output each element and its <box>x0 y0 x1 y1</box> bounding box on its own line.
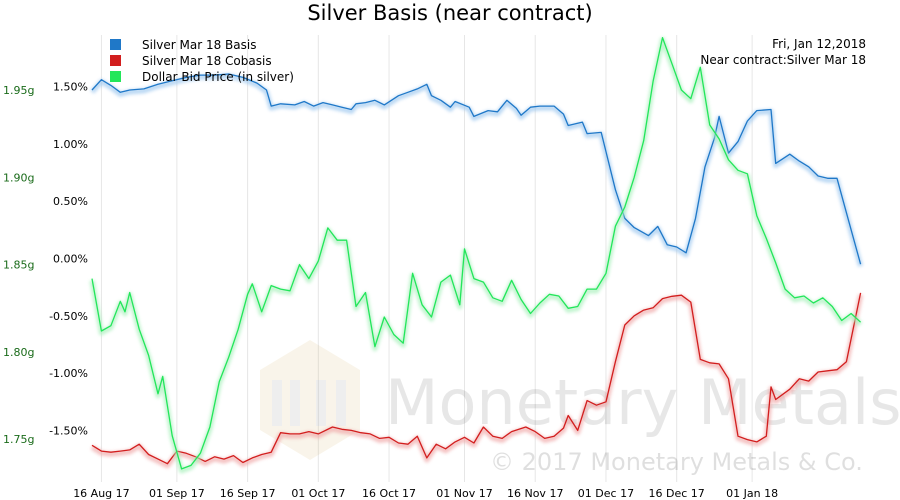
x-tick-label: 01 Jan 18 <box>726 487 778 500</box>
right-tick-label: -1.50% <box>49 424 88 437</box>
dollar-bid-price-in-silver-line <box>91 36 862 470</box>
watermark: Monetary Metals © 2017 Monetary Metals &… <box>260 340 900 476</box>
right-tick-label: 1.00% <box>53 138 88 151</box>
watermark-copyright: © 2017 Monetary Metals & Co. <box>490 448 863 476</box>
info-contract: Near contract:Silver Mar 18 <box>700 53 866 67</box>
x-tick-label: 01 Oct 17 <box>291 487 345 500</box>
legend-swatch <box>110 71 121 82</box>
x-tick-label: 16 Nov 17 <box>507 487 563 500</box>
legend-swatch <box>110 39 121 50</box>
info-date: Fri, Jan 12,2018 <box>772 37 866 51</box>
left-tick-label: 1.85g <box>3 259 34 272</box>
left-tick-label: 1.75g <box>3 433 34 446</box>
x-tick-label: 01 Dec 17 <box>578 487 634 500</box>
watermark-brand: Monetary Metals <box>385 366 900 439</box>
right-tick-label: -0.50% <box>49 310 88 323</box>
x-tick-label: 01 Sep 17 <box>149 487 205 500</box>
x-tick-label: 16 Dec 17 <box>649 487 705 500</box>
silver-mar-18-basis-shadow <box>90 73 864 267</box>
left-axis-ticks: 1.75g 1.80g 1.85g 1.90g 1.95g <box>3 84 34 446</box>
right-tick-label: -1.00% <box>49 367 88 380</box>
legend-label: Dollar Bid Price (in silver) <box>142 70 294 84</box>
x-tick-label: 16 Aug 17 <box>73 487 129 500</box>
legend-label: Silver Mar 18 Cobasis <box>142 54 272 68</box>
chart-title: Silver Basis (near contract) <box>307 1 592 25</box>
legend: Silver Mar 18 Basis Silver Mar 18 Cobasis… <box>110 38 294 84</box>
silver-mar-18-basis-line <box>91 73 862 265</box>
silver-mar-18-cobasis-line <box>91 292 862 465</box>
legend-swatch <box>110 55 121 66</box>
x-tick-label: 01 Nov 17 <box>436 487 492 500</box>
series-lines <box>89 36 864 474</box>
x-tick-label: 16 Oct 17 <box>362 487 416 500</box>
right-tick-label: 0.50% <box>53 195 88 208</box>
left-tick-label: 1.95g <box>3 84 34 97</box>
right-tick-label: 1.50% <box>53 81 88 94</box>
right-axis-ticks: 1.50% 1.00% 0.50% 0.00% -0.50% -1.00% -1.50% <box>49 81 88 438</box>
left-tick-label: 1.90g <box>3 171 34 184</box>
right-tick-label: 0.00% <box>53 253 88 266</box>
info-box: Fri, Jan 12,2018 Near contract:Silver Ma… <box>700 37 866 67</box>
x-tick-label: 16 Sep 17 <box>220 487 276 500</box>
legend-label: Silver Mar 18 Basis <box>142 38 256 52</box>
left-tick-label: 1.80g <box>3 346 34 359</box>
x-axis-ticks: 16 Aug 17 01 Sep 17 16 Sep 17 01 Oct 17 16 O… <box>73 487 778 500</box>
